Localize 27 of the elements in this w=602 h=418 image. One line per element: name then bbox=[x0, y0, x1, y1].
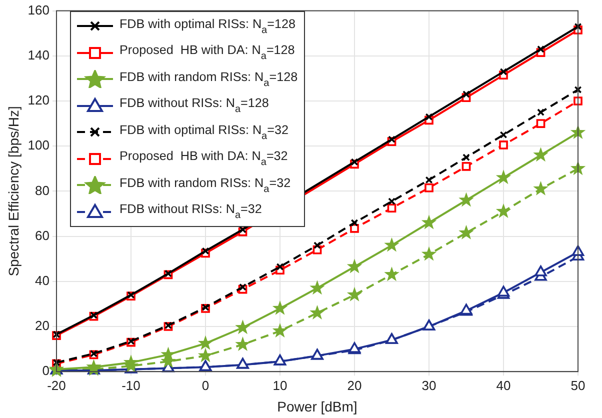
y-tick-label: 100 bbox=[28, 138, 50, 153]
legend-label: FDB without RISs: N$_{a}$=128 bbox=[119, 96, 269, 116]
y-axis-title: Spectral Efficiency [bps/Hz] bbox=[5, 106, 22, 276]
y-tick-label: 80 bbox=[35, 182, 50, 198]
x-tick-label: 50 bbox=[570, 378, 586, 393]
y-tick-label: 160 bbox=[28, 2, 50, 18]
y-tick-label: 20 bbox=[35, 318, 50, 334]
x-tick-label: 30 bbox=[422, 378, 436, 393]
x-tick-label: 10 bbox=[272, 378, 288, 393]
legend-label: Proposed HB with DA: N$_{a}$=32 bbox=[119, 149, 288, 168]
y-tick-label: 140 bbox=[28, 47, 50, 62]
legend-label: FDB with random RISs: N$_{a}$=128 bbox=[119, 70, 298, 89]
legend-label: FDB with optimal RISs: N$_{a}$=128 bbox=[119, 16, 296, 36]
x-tick-label: 40 bbox=[496, 378, 511, 393]
legend-label: FDB with optimal RISs: N$_{a}$=32 bbox=[119, 122, 288, 142]
x-tick-label: -20 bbox=[47, 378, 66, 393]
y-tick-label: 60 bbox=[35, 228, 50, 243]
y-tick-label: 0 bbox=[42, 363, 50, 378]
x-tick-label: -10 bbox=[122, 378, 140, 393]
y-tick-label: 120 bbox=[28, 92, 50, 108]
legend-label: FDB with random RISs: N$_{a}$=32 bbox=[119, 176, 291, 195]
y-tick-label: 40 bbox=[35, 272, 50, 288]
legend-label: Proposed HB with DA: N$_{a}$=128 bbox=[119, 43, 295, 62]
x-tick-label: 20 bbox=[347, 378, 362, 393]
legend-label: FDB without RISs: N$_{a}$=32 bbox=[119, 202, 262, 222]
x-axis-title: Power [dBm] bbox=[277, 398, 358, 414]
x-tick-label: 0 bbox=[202, 378, 210, 393]
